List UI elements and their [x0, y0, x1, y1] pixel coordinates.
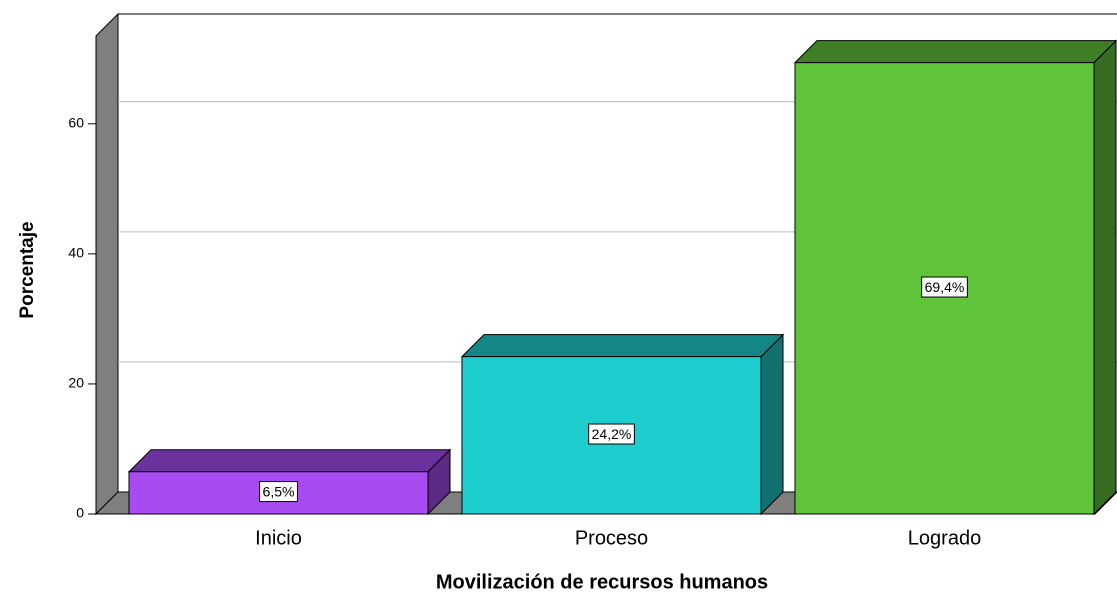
value-label-box — [588, 423, 635, 445]
value-label: 69,4% — [925, 279, 965, 295]
bar-side — [760, 333, 784, 516]
y-tick-label: 20 — [68, 375, 84, 391]
value-label: 6,5% — [263, 484, 295, 500]
x-tick-label: Inicio — [255, 527, 302, 549]
value-label-box — [259, 481, 298, 503]
value-label: 24,2% — [592, 426, 632, 442]
value-label-box — [921, 276, 968, 298]
y-tick-label: 60 — [68, 114, 84, 130]
bar-top — [127, 449, 452, 473]
x-tick-label: Logrado — [908, 527, 981, 549]
x-tick-label: Proceso — [575, 527, 648, 549]
y-tick-label: 40 — [68, 245, 84, 261]
x-axis-label: Movilización de recursos humanos — [436, 571, 768, 593]
bar-top — [793, 40, 1117, 64]
bar — [460, 333, 785, 516]
bar-top — [460, 334, 785, 358]
left-wall — [95, 12, 119, 516]
y-axis-label: Porcentaje — [17, 221, 38, 318]
bar-side — [1093, 39, 1117, 516]
y-tick-label: 0 — [76, 505, 84, 521]
